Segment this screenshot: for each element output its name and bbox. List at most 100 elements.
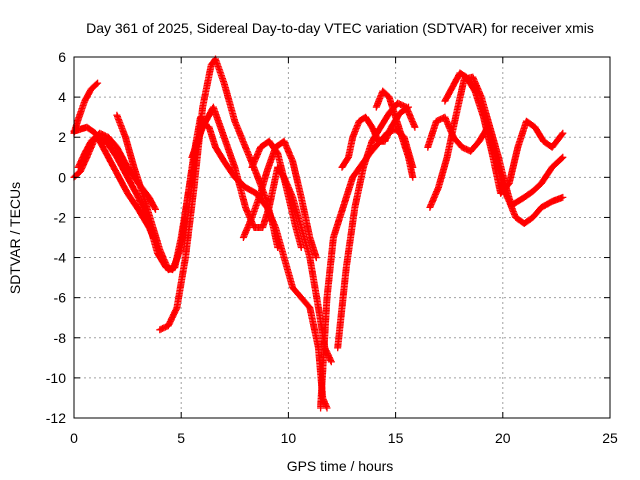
data-point bbox=[297, 294, 313, 311]
data-point bbox=[462, 73, 478, 94]
axis-ticks: 0 5 10 15 20 25 -12 -10 -8 -6 -4 -2 0 2 4 6 bbox=[46, 49, 618, 446]
data-point bbox=[152, 205, 159, 213]
data-point bbox=[441, 113, 457, 140]
data-point bbox=[81, 139, 94, 157]
data-point bbox=[156, 322, 171, 334]
data-point bbox=[426, 185, 442, 211]
data-point bbox=[344, 135, 356, 161]
data-point bbox=[124, 189, 141, 212]
data-point bbox=[359, 139, 375, 171]
data-point bbox=[392, 113, 406, 140]
data-point bbox=[548, 154, 566, 171]
data-point bbox=[83, 123, 98, 136]
data-point bbox=[520, 214, 536, 227]
y-tick-label: -2 bbox=[54, 209, 67, 225]
data-point bbox=[74, 151, 88, 171]
data-point bbox=[471, 87, 487, 120]
data-point bbox=[297, 224, 313, 260]
data-point bbox=[336, 195, 350, 221]
data-point bbox=[317, 295, 331, 412]
data-point bbox=[327, 358, 335, 366]
data-point bbox=[548, 130, 566, 151]
x-tick-label: 25 bbox=[602, 430, 618, 446]
data-point bbox=[559, 153, 567, 161]
data-point bbox=[289, 193, 305, 230]
data-point bbox=[435, 155, 451, 191]
data-point bbox=[87, 80, 100, 93]
series-track-2 bbox=[70, 123, 157, 241]
data-point bbox=[259, 205, 273, 231]
data-point bbox=[411, 123, 419, 131]
data-point bbox=[405, 153, 416, 180]
data-point bbox=[248, 191, 264, 221]
y-tick-label: -10 bbox=[46, 370, 66, 386]
data-point bbox=[505, 145, 521, 187]
data-point bbox=[122, 133, 138, 170]
x-tick-label: 0 bbox=[70, 430, 78, 446]
data-point bbox=[188, 125, 206, 161]
data-point bbox=[257, 169, 270, 197]
data-point bbox=[102, 149, 120, 176]
data-point bbox=[173, 255, 189, 312]
data-point bbox=[385, 93, 399, 120]
data-point bbox=[522, 117, 538, 130]
data-point bbox=[329, 215, 343, 241]
series-track-3 bbox=[70, 79, 102, 137]
data-point bbox=[134, 205, 152, 230]
data-point bbox=[130, 163, 146, 196]
y-tick-label: -4 bbox=[54, 250, 67, 266]
data-point bbox=[349, 119, 363, 141]
data-point bbox=[306, 254, 322, 310]
data-point bbox=[184, 151, 198, 201]
data-point bbox=[409, 173, 417, 181]
chart-title: Day 361 of 2025, Sidereal Day-to-day VTE… bbox=[86, 20, 594, 36]
data-point bbox=[113, 153, 131, 180]
data-point bbox=[405, 103, 412, 111]
y-tick-label: -8 bbox=[54, 330, 67, 346]
data-series bbox=[70, 55, 567, 412]
data-point bbox=[323, 235, 337, 302]
data-point bbox=[242, 183, 259, 197]
data-point bbox=[231, 163, 249, 210]
series-track-13 bbox=[372, 87, 417, 181]
data-point bbox=[147, 218, 163, 252]
data-point bbox=[199, 63, 215, 111]
series-track-16 bbox=[441, 69, 567, 197]
data-point bbox=[514, 194, 527, 205]
data-point bbox=[514, 119, 530, 151]
data-point bbox=[289, 157, 305, 200]
data-point bbox=[559, 129, 567, 137]
data-point bbox=[450, 133, 465, 150]
data-point bbox=[289, 284, 304, 301]
data-point bbox=[467, 138, 482, 155]
data-point bbox=[212, 55, 227, 86]
data-point bbox=[205, 123, 219, 150]
data-point bbox=[164, 305, 180, 330]
x-tick-label: 10 bbox=[281, 430, 297, 446]
data-point bbox=[342, 175, 356, 201]
data-point bbox=[396, 104, 411, 117]
data-point bbox=[220, 157, 238, 180]
data-point bbox=[531, 123, 547, 144]
data-point bbox=[297, 193, 313, 240]
data-point bbox=[274, 149, 290, 190]
data-point bbox=[497, 181, 512, 197]
x-tick-label: 5 bbox=[177, 430, 185, 446]
data-point bbox=[102, 137, 120, 160]
plot-frame bbox=[73, 56, 611, 419]
data-point bbox=[323, 404, 331, 412]
data-point bbox=[177, 195, 191, 241]
data-point bbox=[239, 215, 255, 241]
data-point bbox=[291, 220, 305, 250]
data-point bbox=[381, 125, 395, 145]
data-point bbox=[520, 188, 536, 201]
data-point bbox=[220, 133, 238, 170]
series-track-8 bbox=[239, 137, 320, 262]
data-point bbox=[537, 165, 555, 187]
data-point bbox=[113, 143, 131, 170]
data-point bbox=[265, 185, 277, 211]
data-point bbox=[212, 143, 227, 164]
data-point bbox=[231, 117, 249, 150]
data-point bbox=[248, 145, 264, 171]
